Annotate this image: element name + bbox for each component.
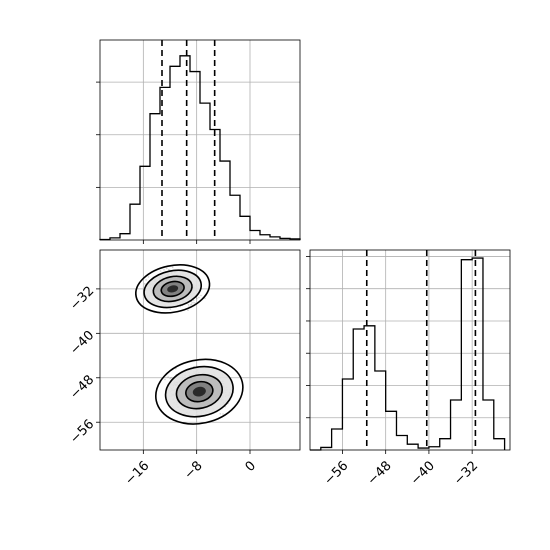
scatter-point [192,301,194,304]
scatter-point [163,269,165,271]
scatter-point [147,276,150,278]
scatter-point [204,297,206,300]
contour-level [135,264,211,314]
histogram-y-frame [309,249,511,451]
scatter-point [187,303,190,306]
density-contours [135,264,244,425]
scatter-point [166,267,168,270]
histogram-x-panel [96,39,301,244]
scatter-point [159,270,162,272]
histogram-x-quantiles [161,40,216,240]
density-frame [99,249,301,451]
histogram-y-quantiles [365,250,477,450]
scatter-point [219,413,222,415]
scatter-point [169,377,171,380]
scatter-point [167,376,169,378]
scatter-point [187,309,189,312]
histogram-x-steps [99,55,301,241]
scatter-point [145,279,147,281]
scatter-point [169,308,172,311]
scatter-point [200,294,202,297]
scatter-point [171,266,174,269]
scatter-point [164,378,166,381]
scatter-point [170,376,172,379]
scatter-point [190,303,193,305]
histogram-x-frame [99,39,301,241]
histogram-y-grid [310,250,510,450]
scatter-point [194,302,196,304]
scatter-point [192,299,195,302]
histogram-x-ticks [96,81,251,244]
contour-level [192,386,206,397]
scatter-point [175,367,177,370]
scatter-point [222,413,224,415]
histogram-y-steps [310,257,506,451]
scatter-point [190,304,192,306]
scatter-point [196,297,198,300]
contour-level [167,285,179,293]
scatter-point [168,268,170,271]
scatter-point [188,305,190,307]
contour-level [154,358,244,425]
scatter-point [144,282,146,285]
scatter-point [198,296,200,299]
